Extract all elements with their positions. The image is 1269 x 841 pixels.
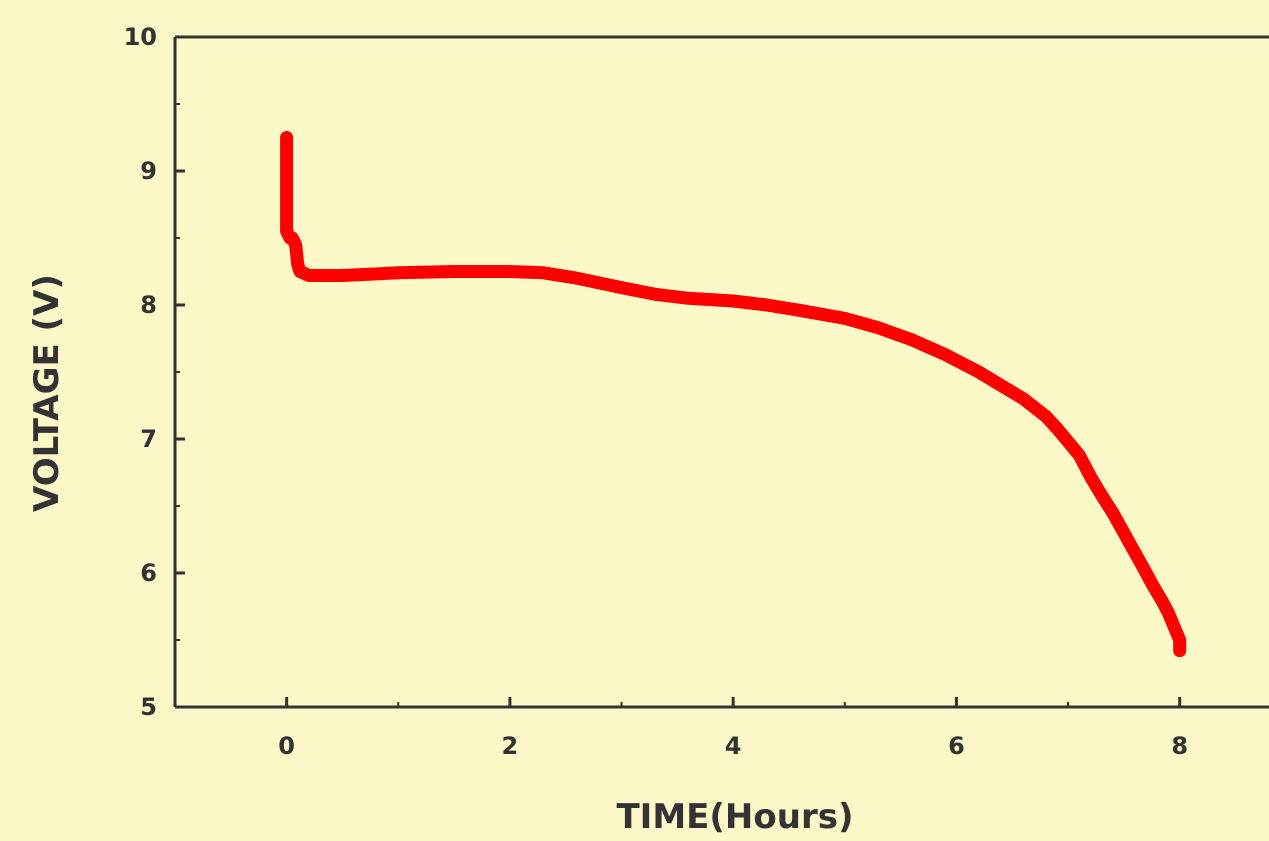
y-tick-label-5: 5 — [140, 693, 157, 721]
y-tick-label-8: 8 — [140, 291, 157, 319]
x-tick-label-6: 6 — [948, 732, 965, 760]
x-tick-label-4: 4 — [725, 732, 742, 760]
y-tick-label-7: 7 — [140, 425, 157, 453]
y-tick-label-6: 6 — [140, 559, 157, 587]
y-tick-label-10: 10 — [124, 23, 157, 51]
y-axis-title: VOLTAGE (V) — [27, 274, 67, 512]
x-tick-label-0: 0 — [278, 732, 295, 760]
x-tick-label-8: 8 — [1171, 732, 1188, 760]
y-tick-label-9: 9 — [140, 157, 157, 185]
series-line-0 — [280, 131, 1187, 658]
x-axis-title: TIME(Hours) — [616, 797, 853, 837]
x-tick-label-2: 2 — [502, 732, 519, 760]
series-layer — [280, 131, 1187, 658]
axes: 0 2 4 6 8 5 6 7 8 9 10 — [124, 23, 1269, 760]
